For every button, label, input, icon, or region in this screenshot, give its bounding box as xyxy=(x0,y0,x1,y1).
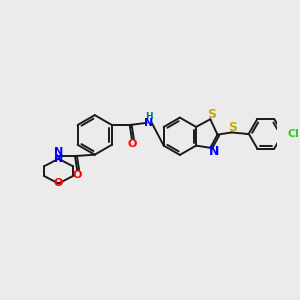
Text: O: O xyxy=(54,178,63,188)
Text: N: N xyxy=(54,154,63,164)
Text: S: S xyxy=(228,121,237,134)
Text: Cl: Cl xyxy=(288,129,300,139)
Text: H: H xyxy=(145,112,153,121)
Text: O: O xyxy=(73,170,82,180)
Text: O: O xyxy=(127,139,136,149)
Text: N: N xyxy=(54,147,63,157)
Text: N: N xyxy=(144,118,154,128)
Text: N: N xyxy=(208,145,219,158)
Text: S: S xyxy=(207,108,216,121)
